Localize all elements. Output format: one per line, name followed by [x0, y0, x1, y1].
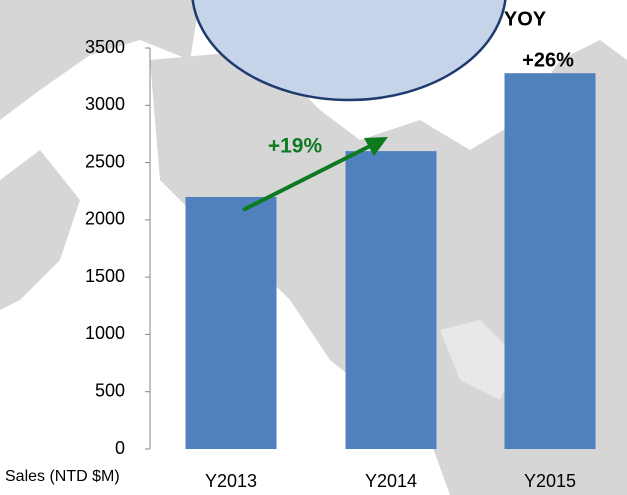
y-tick-label: 1500 [85, 266, 125, 286]
yoy-value-annotation: +26% [522, 49, 574, 71]
highlight-circle [191, 0, 507, 102]
growth-arrow-head [364, 137, 388, 156]
growth-annotation: +19% [268, 135, 323, 158]
bar [345, 151, 437, 449]
y-tick-label: 3000 [85, 94, 125, 114]
x-tick-label: Y2014 [365, 471, 417, 491]
y-tick-label: 500 [95, 380, 125, 400]
map-land [0, 0, 200, 120]
y-tick-label: 2000 [85, 209, 125, 229]
growth-arrow [242, 140, 379, 212]
y-tick-label: 1000 [85, 323, 125, 343]
y-axis-label: Sales (NTD $M) [5, 468, 120, 485]
bar [504, 73, 596, 449]
map-land [0, 150, 80, 310]
map-land [440, 320, 520, 400]
y-tick-label: 2500 [85, 151, 125, 171]
x-tick-label: Y2015 [524, 471, 576, 491]
y-tick-label: 3500 [85, 37, 125, 57]
y-tick-label: 0 [115, 438, 125, 458]
yoy-annotation: YOY [504, 8, 547, 30]
x-tick-label: Y2013 [205, 471, 257, 491]
bar [185, 196, 277, 449]
plot-area: 0 500 1000 1500 2000 2500 3000 3500 Y2013 Y2014 Y2… [85, 37, 596, 491]
